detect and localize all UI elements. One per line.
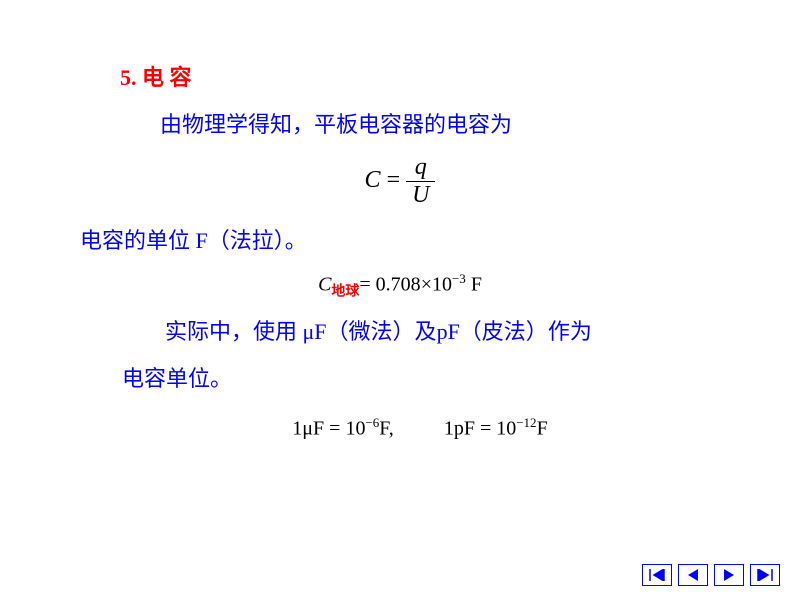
conv1-sup: −6 — [365, 415, 379, 430]
nav-prev-button[interactable] — [678, 564, 708, 586]
unit-pre: 电容的单位 — [80, 228, 190, 253]
skip-forward-icon — [756, 569, 774, 581]
conv2-F: F — [537, 417, 548, 439]
practical-line2: 电容单位。 — [122, 361, 720, 396]
earth-sup: −3 — [452, 271, 466, 286]
conv1-eq: = — [324, 417, 345, 439]
practical-pF: pF（皮法） — [437, 319, 548, 344]
slide-content: 5. 电 容 由物理学得知，平板电容器的电容为 C = qU 电容的单位 F（法… — [0, 0, 800, 440]
formula-capacitance: C = qU — [80, 154, 720, 209]
conv1-one: 1 — [292, 417, 302, 439]
unit-farad: F（法拉）。 — [190, 228, 307, 253]
practical-uF: μF（微法） — [303, 319, 415, 344]
conv2-one: 1 — [444, 417, 454, 439]
nav-last-button[interactable] — [750, 564, 780, 586]
formula-numerator: q — [406, 154, 435, 182]
earth-ten: 10 — [432, 273, 452, 295]
conv1-uf: μF — [302, 417, 324, 439]
skip-back-icon — [648, 569, 666, 581]
unit-line: 电容的单位 F（法拉）。 — [80, 223, 720, 258]
conv1-F: F, — [379, 417, 394, 439]
conv1-ten: 10 — [345, 417, 365, 439]
nav-bar — [642, 564, 780, 586]
earth-subscript: 地球 — [331, 284, 359, 299]
formula-eq: = — [381, 167, 407, 193]
earth-eq: = 0.708 — [359, 273, 420, 295]
earth-times: × — [421, 273, 432, 295]
conv2-pf: pF — [454, 417, 475, 439]
earth-C: C — [318, 273, 331, 295]
practical-and: 及 — [415, 319, 437, 344]
earth-unit: F — [466, 273, 482, 295]
section-number: 5. — [120, 65, 137, 90]
practical-pre: 实际中，使用 — [165, 319, 303, 344]
conv2-sup: −12 — [516, 415, 536, 430]
conv2-eq: = — [475, 417, 496, 439]
next-icon — [720, 569, 738, 581]
practical-line1: 实际中，使用 μF（微法）及pF（皮法）作为 — [165, 314, 720, 349]
formula-denominator: U — [406, 182, 435, 209]
nav-next-button[interactable] — [714, 564, 744, 586]
nav-first-button[interactable] — [642, 564, 672, 586]
formula-earth: C地球= 0.708×10−3 F — [80, 271, 720, 301]
formula-conversions: 1μF = 10−6F, 1pF = 10−12F — [120, 415, 720, 441]
conv2-ten: 10 — [496, 417, 516, 439]
formula-fraction: qU — [406, 154, 435, 209]
prev-icon — [684, 569, 702, 581]
section-title-text: 电 容 — [142, 65, 192, 90]
section-heading: 5. 电 容 — [120, 60, 720, 95]
formula-C: C — [365, 167, 381, 193]
practical-post: 作为 — [548, 319, 592, 344]
intro-line: 由物理学得知，平板电容器的电容为 — [160, 107, 720, 142]
